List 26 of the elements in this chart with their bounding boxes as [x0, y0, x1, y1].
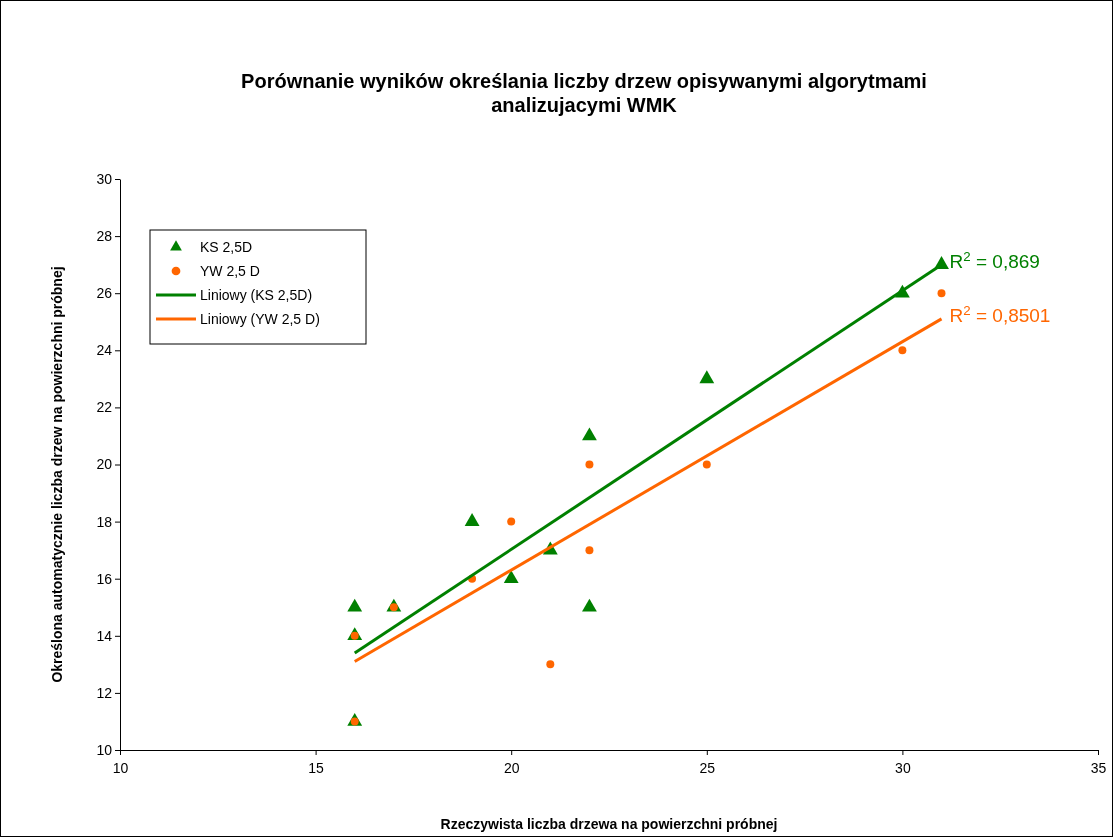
y-tick-label: 18 [96, 513, 113, 530]
y-axis-title: Określona automatycznie liczba drzew na powierzchni próbnej [49, 266, 65, 683]
annotation: R$^{2}$ = 0,869 [949, 248, 1040, 272]
x-tick-label: 15 [308, 760, 325, 777]
y-tick-label: 10 [96, 741, 113, 758]
y-tick-label: 14 [96, 627, 113, 644]
legend-label: Liniowy (KS 2,5D) [200, 287, 313, 303]
legend-label: YW 2,5 D [200, 263, 260, 279]
x-axis-title: Rzeczywista liczba drzewa na powierzchni próbnej [440, 816, 778, 832]
x-tick-label: 10 [112, 760, 129, 777]
x-tick-label: 20 [503, 760, 520, 777]
y-tick-label: 24 [96, 342, 113, 359]
legend-label: KS 2,5D [200, 239, 253, 255]
y-tick-label: 26 [96, 285, 113, 302]
chart-title: Porównanie wyników określania liczby drzew opisywanymi algorytmami analizujacymi WMK [241, 70, 927, 116]
y-tick-label: 30 [96, 170, 113, 187]
legend-label: Liniowy (YW 2,5 D) [200, 311, 320, 327]
x-tick-label: 30 [895, 760, 911, 777]
y-tick-label: 22 [96, 399, 113, 416]
y-tick-label: 16 [96, 570, 113, 587]
x-tick-label: 35 [1090, 760, 1107, 777]
y-tick-label: 12 [96, 684, 113, 701]
x-tick-label: 25 [699, 760, 716, 777]
annotation: R$^{2}$ = 0,8501 [949, 302, 1051, 326]
y-tick-label: 28 [96, 228, 113, 245]
y-tick-label: 20 [96, 456, 113, 473]
